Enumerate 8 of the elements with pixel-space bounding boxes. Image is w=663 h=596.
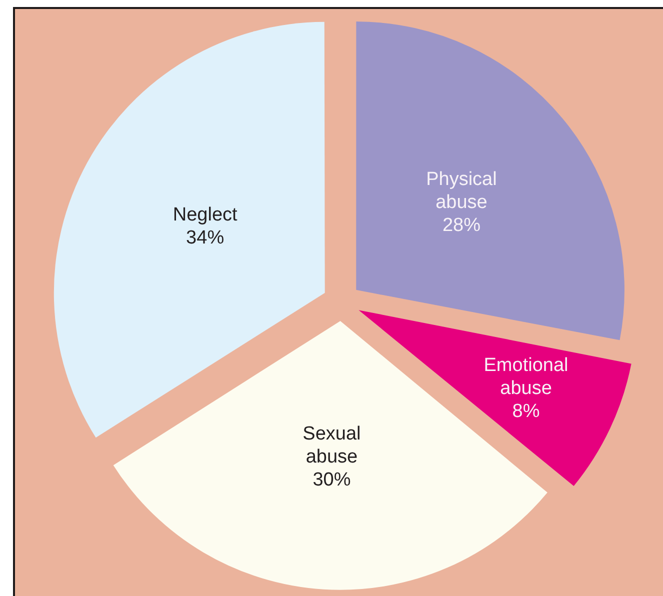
data-label: 28% — [442, 215, 481, 236]
data-label: 8% — [512, 401, 540, 422]
slice-label: Neglect — [172, 204, 238, 226]
slice-label: Emotional abuse — [484, 355, 568, 400]
data-label: 34% — [186, 228, 224, 249]
data-label: 30% — [312, 470, 351, 491]
slice-label: Sexual abuse — [302, 424, 361, 468]
slice-label: Physical abuse — [426, 169, 497, 213]
